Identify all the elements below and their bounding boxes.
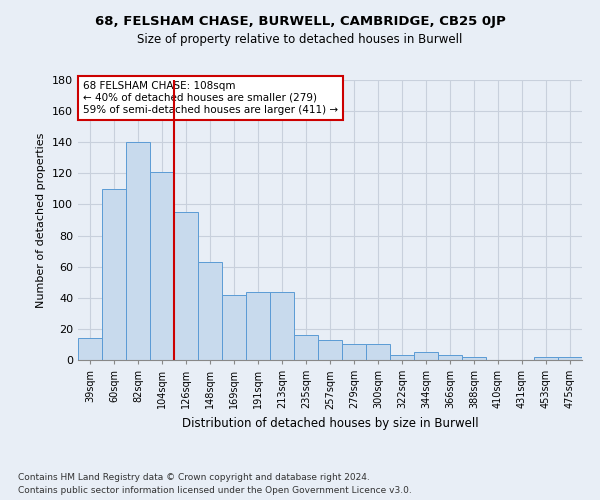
Bar bbox=[414, 352, 438, 360]
Bar bbox=[390, 356, 414, 360]
Bar bbox=[150, 172, 174, 360]
Text: Contains public sector information licensed under the Open Government Licence v3: Contains public sector information licen… bbox=[18, 486, 412, 495]
Bar bbox=[102, 189, 126, 360]
Bar bbox=[246, 292, 270, 360]
Bar bbox=[198, 262, 222, 360]
Bar bbox=[270, 292, 294, 360]
Bar bbox=[558, 357, 582, 360]
Text: 68 FELSHAM CHASE: 108sqm
← 40% of detached houses are smaller (279)
59% of semi-: 68 FELSHAM CHASE: 108sqm ← 40% of detach… bbox=[83, 82, 338, 114]
Bar bbox=[342, 344, 366, 360]
Bar bbox=[294, 335, 318, 360]
Y-axis label: Number of detached properties: Number of detached properties bbox=[37, 132, 46, 308]
Bar bbox=[534, 357, 558, 360]
X-axis label: Distribution of detached houses by size in Burwell: Distribution of detached houses by size … bbox=[182, 417, 478, 430]
Text: 68, FELSHAM CHASE, BURWELL, CAMBRIDGE, CB25 0JP: 68, FELSHAM CHASE, BURWELL, CAMBRIDGE, C… bbox=[95, 15, 505, 28]
Bar bbox=[318, 340, 342, 360]
Bar bbox=[78, 338, 102, 360]
Text: Size of property relative to detached houses in Burwell: Size of property relative to detached ho… bbox=[137, 32, 463, 46]
Text: Contains HM Land Registry data © Crown copyright and database right 2024.: Contains HM Land Registry data © Crown c… bbox=[18, 472, 370, 482]
Bar bbox=[174, 212, 198, 360]
Bar bbox=[222, 294, 246, 360]
Bar bbox=[462, 357, 486, 360]
Bar bbox=[438, 356, 462, 360]
Bar bbox=[366, 344, 390, 360]
Bar bbox=[126, 142, 150, 360]
